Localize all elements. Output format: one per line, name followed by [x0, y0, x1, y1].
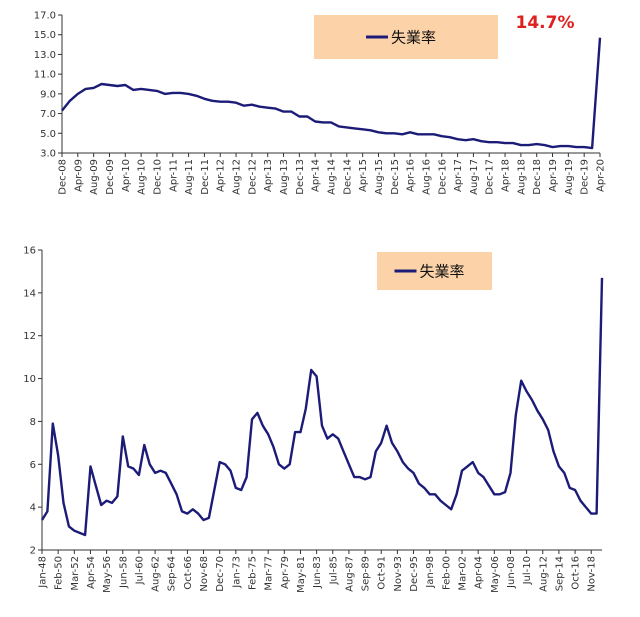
x-tick-label: Sep-14: [554, 556, 565, 591]
x-tick-label: Aug-12: [538, 556, 549, 592]
y-tick-label: 5.0: [40, 129, 56, 140]
x-tick-label: Aug-11: [184, 159, 195, 195]
x-tick-label: Apr-19: [548, 159, 559, 192]
x-tick-label: Oct-66: [183, 556, 194, 590]
x-tick-label: Apr-13: [263, 159, 274, 192]
x-tick-label: Apr-54: [86, 556, 97, 589]
x-tick-label: Feb-50: [54, 556, 65, 590]
y-tick-label: 3.0: [40, 149, 56, 160]
series-line: [40, 277, 604, 537]
x-tick-label: Dec-16: [437, 159, 448, 195]
x-tick-label: Nov-68: [199, 556, 210, 592]
x-tick-label: Feb-00: [441, 556, 452, 590]
annotation: 14.7%: [516, 13, 575, 33]
x-tick-label: Aug-15: [374, 159, 385, 195]
x-tick-label: Aug-16: [421, 159, 432, 195]
x-tick-label: Apr-10: [121, 159, 132, 192]
x-tick-label: Apr-17: [453, 159, 464, 192]
x-tick-label: Dec-09: [105, 159, 116, 195]
y-tick-label: 10: [23, 374, 36, 385]
x-tick-label: May-56: [102, 556, 113, 593]
x-tick-label: Jan-98: [425, 556, 436, 589]
x-tick-label: Nov-93: [393, 556, 404, 592]
x-tick-label: Aug-14: [327, 159, 338, 195]
x-tick-label: Dec-11: [200, 159, 211, 195]
x-tick-label: Dec-10: [152, 159, 163, 195]
y-tick-label: 13.0: [34, 50, 56, 61]
x-tick-label: Jun-83: [312, 556, 323, 589]
legend-label: 失業率: [420, 263, 465, 281]
x-tick-label: Mar-77: [264, 556, 275, 591]
x-tick-label: Sep-64: [167, 556, 178, 591]
x-tick-label: Apr-12: [216, 159, 227, 192]
x-tick-label: Mar-52: [70, 556, 81, 591]
y-tick-label: 7.0: [40, 109, 56, 120]
x-tick-label: Nov-18: [587, 556, 598, 592]
x-tick-label: Dec-17: [485, 159, 496, 195]
x-tick-label: Aug-10: [137, 159, 148, 195]
x-tick-label: Apr-16: [406, 159, 417, 192]
x-tick-label: Apr-14: [311, 159, 322, 192]
x-tick-label: Aug-18: [516, 159, 527, 195]
x-tick-label: Aug-17: [469, 159, 480, 195]
y-tick-label: 2: [30, 546, 36, 557]
x-tick-label: Apr-09: [73, 159, 84, 192]
x-tick-label: Dec-95: [409, 556, 420, 592]
x-tick-label: Jul-60: [134, 556, 145, 585]
x-tick-label: Oct-91: [377, 556, 388, 590]
x-tick-label: Mar-02: [458, 556, 469, 591]
x-tick-label: Apr-18: [501, 159, 512, 192]
x-tick-label: Jun-08: [506, 556, 517, 589]
x-tick-label: Aug-87: [344, 556, 355, 592]
x-tick-label: Dec-08: [58, 159, 69, 195]
x-tick-label: Dec-19: [580, 159, 591, 195]
y-tick-label: 16: [23, 246, 36, 257]
x-tick-label: Apr-20: [596, 159, 607, 192]
x-tick-label: Apr-11: [168, 159, 179, 192]
x-tick-label: Aug-13: [279, 159, 290, 195]
x-tick-label: Oct-16: [571, 556, 582, 590]
x-tick-label: Feb-75: [248, 556, 259, 590]
x-tick-label: Apr-79: [280, 556, 291, 589]
x-tick-label: Sep-89: [361, 556, 372, 591]
x-tick-label: Dec-13: [295, 159, 306, 195]
x-tick-label: Dec-18: [532, 159, 543, 195]
y-tick-label: 6: [30, 460, 36, 471]
x-tick-label: Aug-62: [151, 556, 162, 592]
y-tick-label: 17.0: [34, 11, 56, 22]
x-tick-label: Aug-19: [564, 159, 575, 195]
y-tick-label: 9.0: [40, 89, 56, 100]
x-tick-label: Jul-85: [328, 556, 339, 585]
y-tick-label: 11.0: [34, 70, 56, 81]
y-tick-label: 4: [30, 503, 36, 514]
chart: 2 4 6 8 10 12 14 16 Jan-48 Feb-50 Mar-52 Apr-54 May-…: [23, 246, 604, 593]
legend-label: 失業率: [391, 29, 436, 47]
y-tick-label: 14: [23, 288, 36, 299]
y-tick-label: 12: [23, 331, 36, 342]
x-tick-label: Aug-09: [89, 159, 100, 195]
chart: 3.0 5.0 7.0 9.0 11.0 13.0 15.0 17.0 Dec-08 Apr-09…: [34, 11, 607, 195]
series-line: [61, 37, 602, 150]
x-tick-label: Jul-10: [522, 556, 533, 585]
x-tick-label: Dec-15: [390, 159, 401, 195]
legend-box: [314, 15, 498, 59]
x-tick-label: May-81: [296, 556, 307, 593]
y-tick-label: 15.0: [34, 30, 56, 41]
x-tick-label: Jan-48: [38, 556, 49, 589]
x-tick-label: Dec-70: [215, 556, 226, 592]
x-tick-label: Dec-12: [247, 159, 258, 195]
x-tick-label: Jan-73: [231, 556, 242, 589]
x-tick-label: Apr-04: [474, 556, 485, 589]
y-tick-label: 8: [30, 417, 36, 428]
x-tick-label: May-06: [490, 556, 501, 593]
x-tick-label: Apr-15: [358, 159, 369, 192]
x-tick-label: Dec-14: [342, 159, 353, 195]
x-tick-label: Aug-12: [232, 159, 243, 195]
x-tick-label: Jun-58: [118, 556, 129, 589]
